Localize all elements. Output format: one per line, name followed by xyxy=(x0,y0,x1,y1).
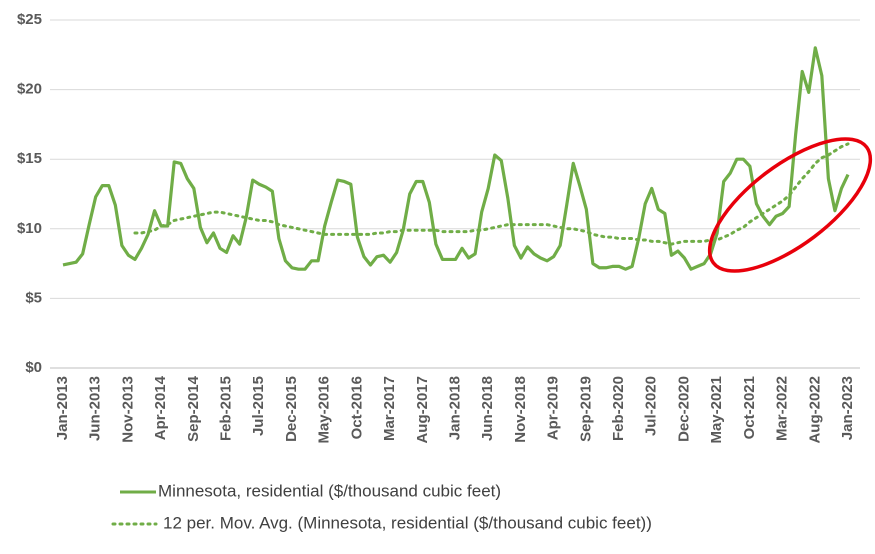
x-tick-label: Jan-2013 xyxy=(54,376,71,440)
y-tick-label: $0 xyxy=(25,359,42,376)
x-tick-label: Jun-2013 xyxy=(87,376,104,441)
y-tick-label: $15 xyxy=(17,150,42,167)
x-tick-label: Sep-2019 xyxy=(577,376,594,442)
x-tick-label: Jan-2018 xyxy=(446,376,463,440)
series-line xyxy=(133,142,850,246)
x-tick-label: Apr-2019 xyxy=(545,376,562,440)
x-tick-label: Mar-2022 xyxy=(774,376,791,441)
x-tick-label: May-2016 xyxy=(316,376,333,444)
legend-label: Minnesota, residential ($/thousand cubic… xyxy=(158,481,501,500)
x-tick-label: Sep-2014 xyxy=(185,375,202,442)
x-tick-label: Apr-2014 xyxy=(152,375,169,440)
y-tick-label: $25 xyxy=(17,11,42,28)
x-tick-label: Oct-2021 xyxy=(741,376,758,439)
x-tick-label: Jun-2018 xyxy=(479,376,496,441)
x-tick-label: Feb-2015 xyxy=(218,376,235,441)
x-tick-label: Aug-2017 xyxy=(414,376,431,444)
x-tick-label: Aug-2022 xyxy=(806,376,823,444)
y-tick-label: $10 xyxy=(17,220,42,237)
series-line xyxy=(62,46,850,271)
x-tick-label: Jan-2023 xyxy=(839,376,856,440)
y-tick-label: $20 xyxy=(17,81,42,98)
x-tick-label: Dec-2015 xyxy=(283,376,300,442)
highlight-ellipse xyxy=(707,137,873,273)
legend-label: 12 per. Mov. Avg. (Minnesota, residentia… xyxy=(163,513,652,532)
x-tick-label: Jul-2020 xyxy=(643,376,660,436)
y-tick-label: $5 xyxy=(25,289,42,306)
x-tick-label: May-2021 xyxy=(708,376,725,444)
x-tick-label: Mar-2017 xyxy=(381,376,398,441)
x-tick-label: Jul-2015 xyxy=(250,376,267,436)
x-tick-label: Feb-2020 xyxy=(610,376,627,441)
x-tick-label: Oct-2016 xyxy=(348,376,365,439)
x-tick-label: Nov-2018 xyxy=(512,376,529,443)
x-tick-label: Nov-2013 xyxy=(119,376,136,443)
x-tick-label: Dec-2020 xyxy=(675,376,692,442)
